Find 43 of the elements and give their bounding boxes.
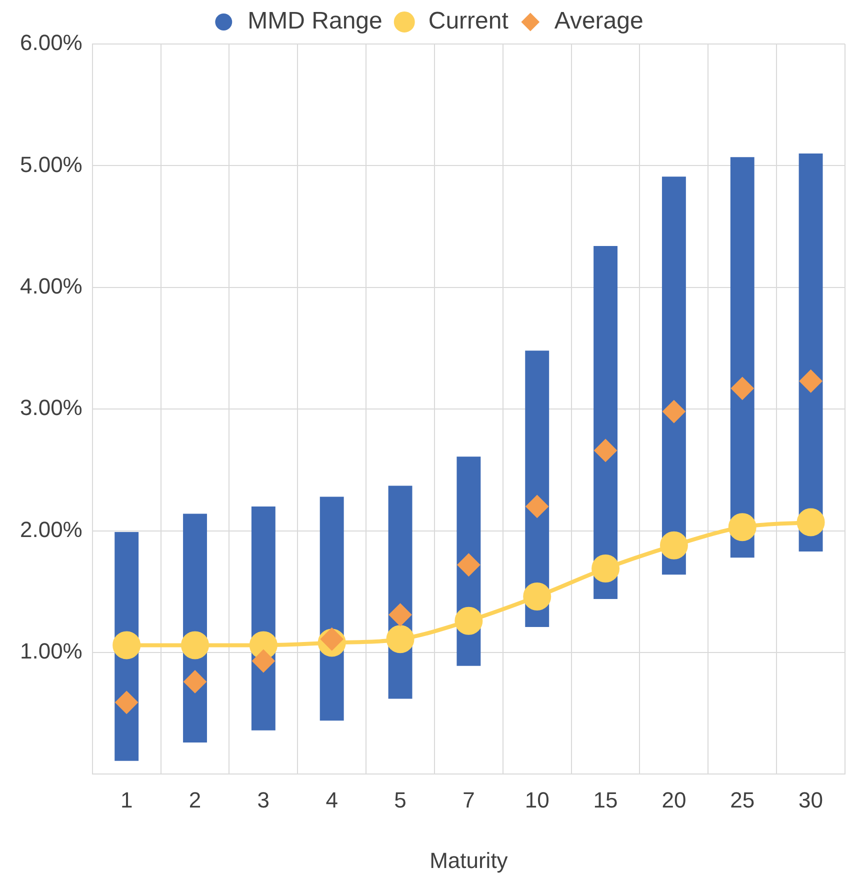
legend-label: Current	[428, 8, 509, 35]
point	[592, 554, 620, 583]
point	[252, 650, 275, 673]
x-tick-label: 1	[120, 787, 133, 812]
bar	[798, 154, 823, 552]
point	[728, 513, 756, 542]
bar	[662, 176, 686, 575]
point	[594, 438, 618, 462]
point	[662, 400, 686, 424]
x-tick-label: 10	[524, 787, 550, 812]
legend-label: MMD Range	[248, 8, 382, 35]
point	[181, 631, 210, 660]
x-tick-label: 30	[798, 787, 824, 812]
point	[388, 603, 412, 626]
x-tick-label: 2	[188, 787, 202, 812]
point	[115, 690, 138, 714]
x-axis-title: Maturity	[430, 848, 508, 873]
x-tick-label: 15	[593, 787, 618, 812]
point	[184, 670, 207, 694]
point	[523, 582, 552, 611]
x-tick-label: 4	[326, 787, 338, 812]
point	[386, 625, 414, 654]
y-tick-label: 6.00%	[20, 30, 82, 56]
point	[457, 553, 480, 576]
bar	[730, 157, 754, 558]
x-tick-label: 3	[257, 787, 270, 812]
y-tick-label: 1.00%	[20, 638, 82, 664]
y-tick-label: 3.00%	[20, 395, 82, 420]
y-tick-label: 5.00%	[20, 152, 82, 177]
point	[660, 531, 688, 560]
x-tick-label: 25	[730, 787, 755, 812]
y-tick-label: 2.00%	[20, 516, 82, 542]
point	[799, 370, 822, 393]
legend-label: Average	[554, 8, 644, 35]
x-tick-label: 20	[662, 787, 686, 812]
x-tick-label: 7	[462, 787, 475, 812]
point	[796, 508, 825, 536]
y-tick-label: 4.00%	[20, 273, 82, 298]
point	[112, 631, 141, 660]
point	[454, 606, 483, 635]
x-tick-label: 5	[394, 787, 406, 812]
point	[526, 494, 549, 518]
point	[730, 376, 754, 400]
